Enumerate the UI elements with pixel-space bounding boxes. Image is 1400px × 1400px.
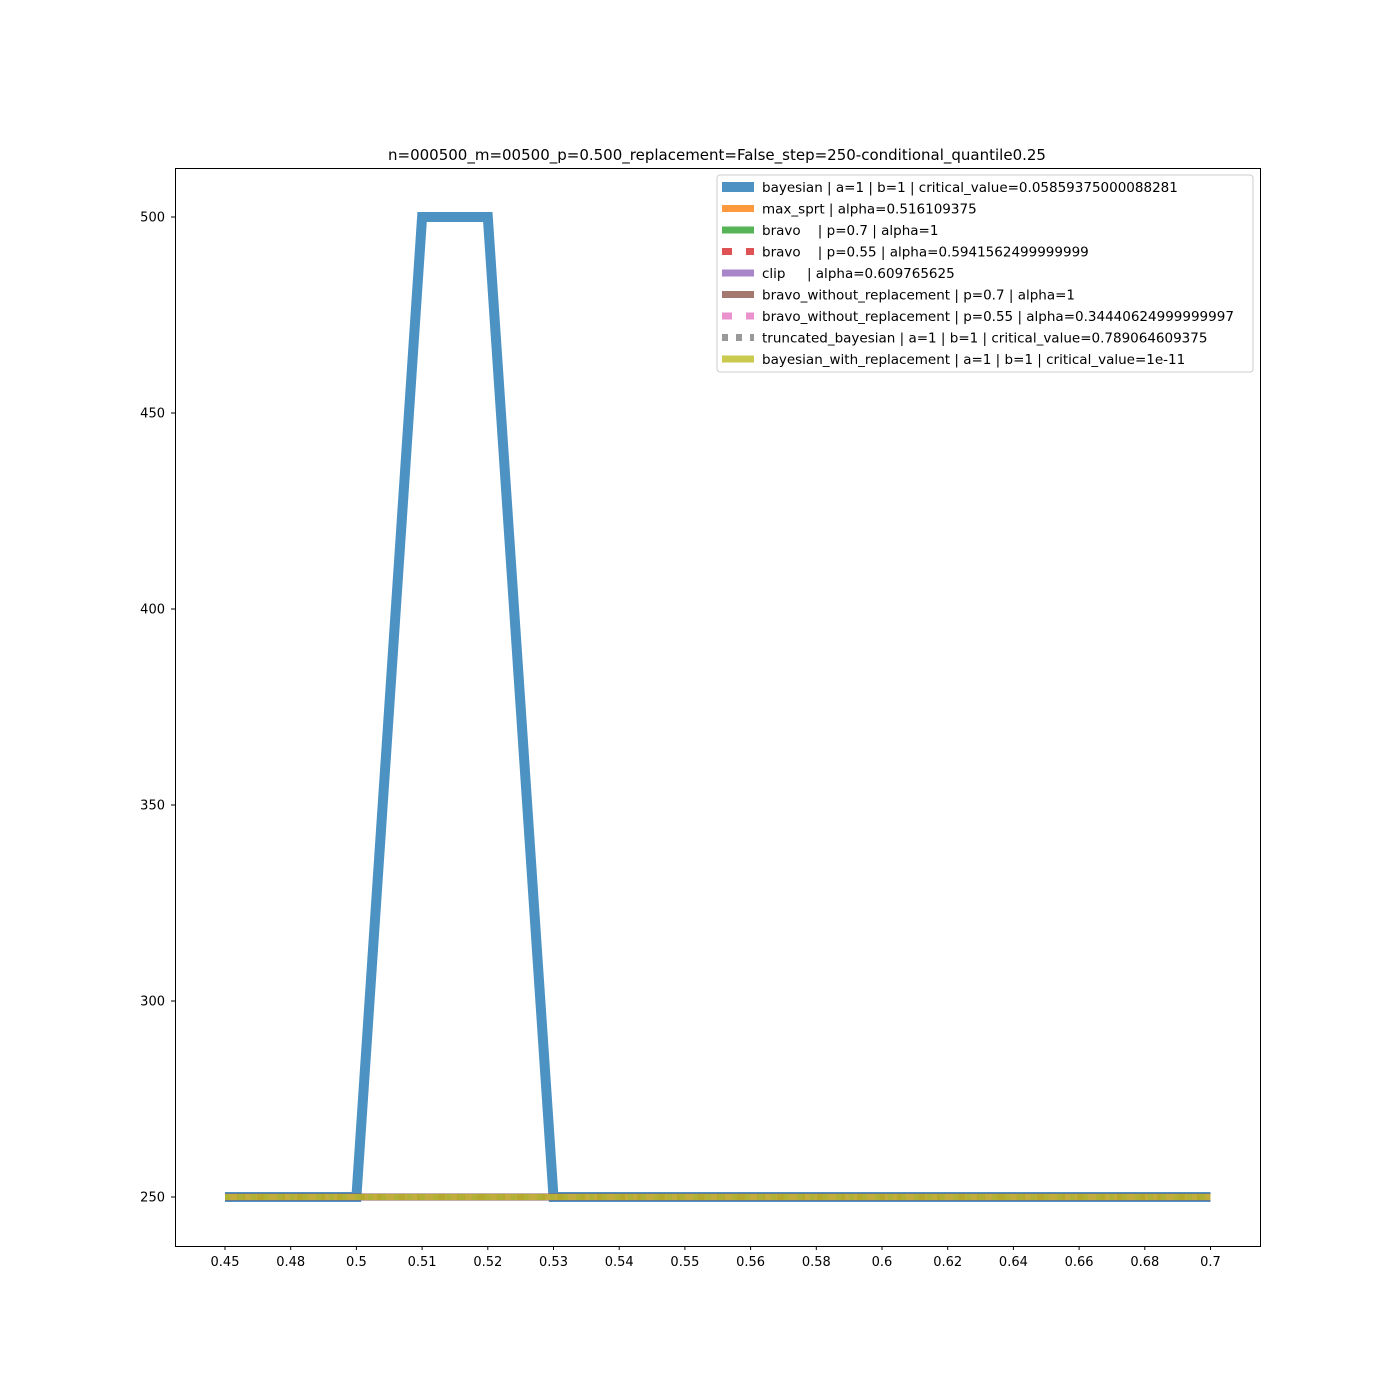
x-tick-label: 0.52 (473, 1255, 502, 1270)
x-tick-label: 0.7 (1200, 1255, 1221, 1270)
x-tick-label: 0.53 (539, 1255, 568, 1270)
legend-label-1: bayesian | a=1 | b=1 | critical_value=0.… (762, 180, 1178, 196)
x-tick-label: 0.58 (802, 1255, 831, 1270)
x-tick-label: 0.45 (211, 1255, 240, 1270)
x-tick-label: 0.56 (736, 1255, 765, 1270)
x-tick-label: 0.54 (605, 1255, 634, 1270)
legend-label-6: bravo_without_replacement | p=0.7 | alph… (762, 288, 1075, 304)
x-tick-label: 0.66 (1065, 1255, 1094, 1270)
x-tick-label: 0.55 (670, 1255, 699, 1270)
legend-label-4: bravo | p=0.55 | alpha=0.594156249999999… (762, 245, 1089, 261)
legend-label-7: bravo_without_replacement | p=0.55 | alp… (762, 309, 1234, 325)
x-tick-label: 0.68 (1130, 1255, 1159, 1270)
series-layer (225, 212, 1211, 1202)
y-tick-label: 350 (140, 799, 165, 814)
legend-label-9: bayesian_with_replacement | a=1 | b=1 | … (762, 352, 1185, 368)
x-tick-label: 0.6 (872, 1255, 893, 1270)
chart-title: n=000500_m=00500_p=0.500_replacement=Fal… (388, 146, 1046, 165)
x-tick-label: 0.64 (999, 1255, 1028, 1270)
legend-label-3: bravo | p=0.7 | alpha=1 (762, 223, 938, 239)
x-tick-label: 0.48 (276, 1255, 305, 1270)
x-tick-label: 0.51 (408, 1255, 437, 1270)
y-tick-label: 500 (140, 211, 165, 226)
y-tick-label: 300 (140, 995, 165, 1010)
x-tick-label: 0.62 (933, 1255, 962, 1270)
plot-frame (175, 168, 1261, 1247)
y-tick-label: 450 (140, 407, 165, 422)
legend-label-5: clip | alpha=0.609765625 (762, 266, 955, 282)
y-tick-label: 400 (140, 603, 165, 618)
x-tick-label: 0.5 (346, 1255, 367, 1270)
y-axis: 250 300 350 400 450 500 (140, 211, 175, 1206)
x-axis: 0.45 0.48 0.5 0.51 0.52 0.53 0.54 0.55 0.56 0.58 0… (211, 1246, 1221, 1270)
legend-box (716, 174, 1254, 373)
legend-label-2: max_sprt | alpha=0.516109375 (762, 202, 977, 218)
y-tick-label: 250 (140, 1191, 165, 1206)
legend-label-8: truncated_bayesian | a=1 | b=1 | critica… (762, 331, 1207, 347)
legend: bayesian | a=1 | b=1 | critical_value=0.… (716, 174, 1254, 373)
